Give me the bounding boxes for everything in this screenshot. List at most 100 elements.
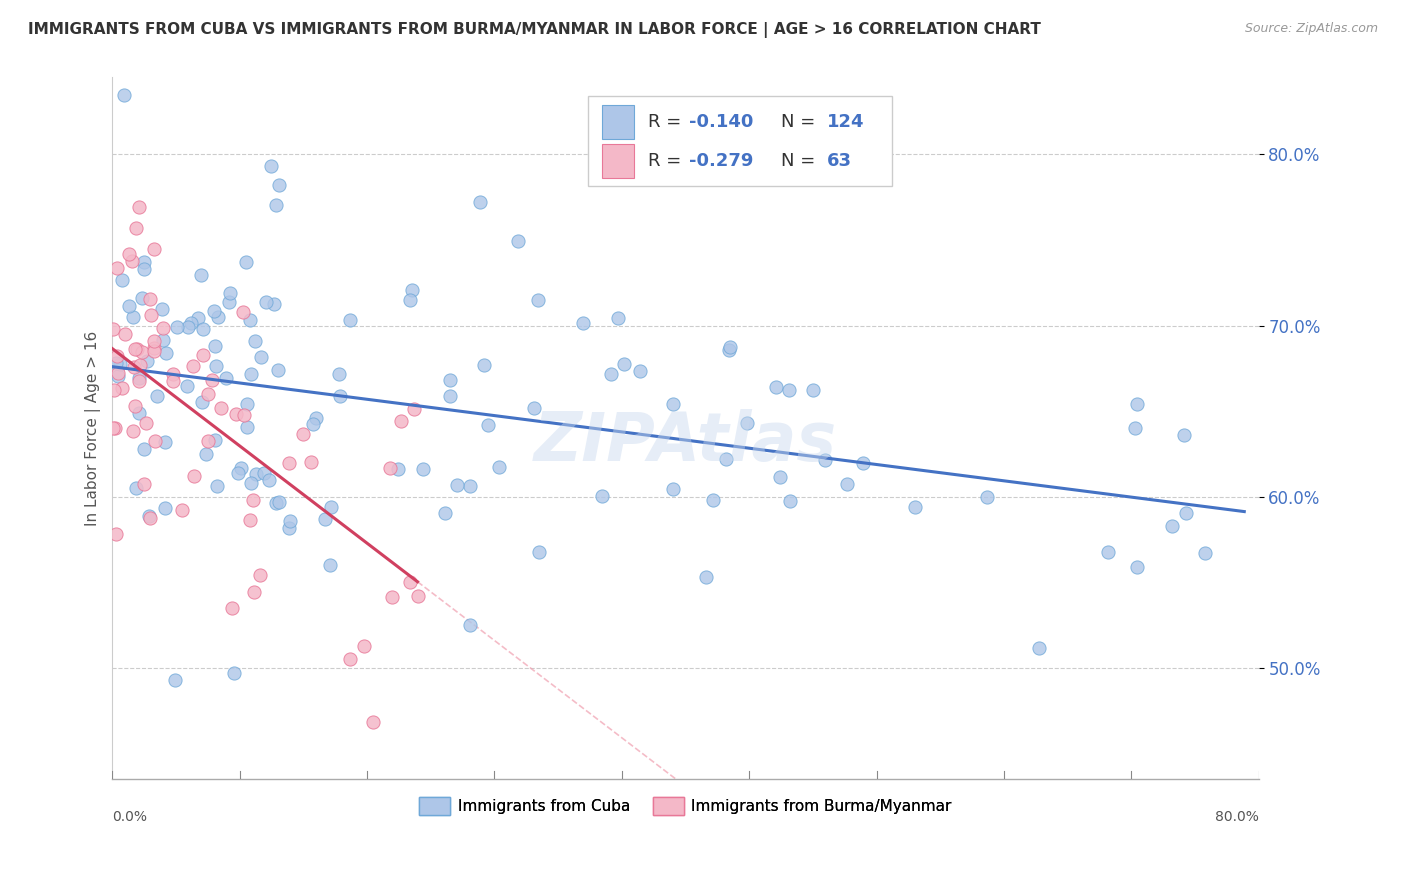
Point <box>527 545 550 559</box>
Point <box>104 527 127 541</box>
Point <box>134 477 156 491</box>
Point <box>232 305 254 319</box>
Point <box>477 418 499 433</box>
Point <box>155 346 177 360</box>
Point <box>202 304 225 318</box>
Point <box>176 379 198 393</box>
Text: Source: ZipAtlas.com: Source: ZipAtlas.com <box>1244 22 1378 36</box>
Point <box>225 407 247 421</box>
Point <box>142 334 165 348</box>
Point <box>328 367 350 381</box>
Point <box>195 447 218 461</box>
Point <box>131 345 153 359</box>
Point <box>1175 506 1198 520</box>
Point <box>260 159 283 173</box>
Point <box>121 424 143 438</box>
Point <box>104 421 127 435</box>
Point <box>107 368 129 383</box>
Point <box>114 327 136 342</box>
Point <box>224 666 246 681</box>
Point <box>135 416 157 430</box>
Point <box>152 301 174 316</box>
Point <box>380 460 402 475</box>
Point <box>128 371 150 385</box>
Point <box>252 467 274 481</box>
FancyBboxPatch shape <box>588 96 891 186</box>
Point <box>125 481 148 495</box>
Text: 80.0%: 80.0% <box>1215 810 1258 824</box>
Text: N =: N = <box>780 152 821 170</box>
Point <box>152 320 174 334</box>
Point <box>852 456 875 470</box>
Point <box>488 459 510 474</box>
Point <box>250 350 273 364</box>
Point <box>111 381 134 395</box>
Point <box>439 389 461 403</box>
Point <box>101 421 124 435</box>
Point <box>187 310 209 325</box>
Point <box>128 406 150 420</box>
Point <box>439 373 461 387</box>
Point <box>180 316 202 330</box>
Text: ZIPAtlas: ZIPAtlas <box>534 409 837 475</box>
Point <box>329 389 352 403</box>
Point <box>143 242 166 256</box>
Point <box>170 503 193 517</box>
Point <box>134 255 156 269</box>
Point <box>125 220 148 235</box>
Point <box>122 310 145 324</box>
Point <box>152 333 174 347</box>
Point <box>628 363 651 377</box>
FancyBboxPatch shape <box>602 105 634 138</box>
Point <box>263 296 285 310</box>
Point <box>1173 427 1195 442</box>
Point <box>267 363 290 377</box>
Point <box>128 374 150 388</box>
Point <box>269 495 291 509</box>
Point <box>226 466 249 480</box>
Point <box>1126 560 1149 574</box>
Point <box>600 368 623 382</box>
Point <box>245 467 267 481</box>
Point <box>387 461 409 475</box>
Point <box>162 374 184 388</box>
Point <box>107 261 129 276</box>
Point <box>291 426 314 441</box>
Text: -0.279: -0.279 <box>689 152 754 170</box>
Point <box>177 320 200 334</box>
Point <box>401 283 423 297</box>
Text: R =: R = <box>648 112 686 130</box>
Point <box>702 493 724 508</box>
Point <box>191 395 214 409</box>
Point <box>606 310 628 325</box>
Point <box>314 511 336 525</box>
Point <box>472 358 495 372</box>
Point <box>142 341 165 355</box>
Point <box>118 299 141 313</box>
Point <box>765 380 787 394</box>
Point <box>468 194 491 209</box>
Point <box>523 401 546 415</box>
Point <box>1097 545 1119 559</box>
Point <box>243 334 266 348</box>
Point <box>778 383 800 397</box>
Point <box>201 373 224 387</box>
Point <box>143 434 166 448</box>
Point <box>239 313 262 327</box>
Point <box>339 652 361 666</box>
Point <box>103 383 125 397</box>
Point <box>132 262 155 277</box>
Point <box>1161 519 1184 533</box>
Point <box>299 455 322 469</box>
Point <box>976 490 998 504</box>
Point <box>242 493 264 508</box>
Point <box>837 477 859 491</box>
Point <box>381 590 404 604</box>
Point <box>204 339 226 353</box>
Point <box>183 469 205 483</box>
Point <box>181 359 204 374</box>
Point <box>714 451 737 466</box>
Point <box>236 397 259 411</box>
Point <box>139 292 162 306</box>
Point <box>191 321 214 335</box>
